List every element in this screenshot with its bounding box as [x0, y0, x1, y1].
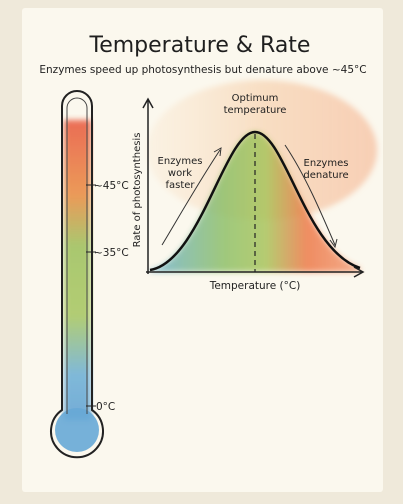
thermometer-inner [66, 97, 88, 414]
thermometer: ~45°C ~35°C 0°C [50, 90, 129, 459]
thermometer-outline [50, 90, 104, 459]
x-axis-label: Temperature (°C) [209, 280, 301, 292]
arrowhead [213, 147, 222, 157]
title: Temperature & Rate [89, 33, 311, 58]
rising-label: work [168, 168, 192, 179]
arrowhead [353, 266, 365, 278]
arrowhead [329, 238, 338, 249]
fall-arrow [284, 144, 336, 246]
temp-label: 0°C [96, 401, 115, 413]
subtitle: Enzymes speed up photosynthesis but dena… [39, 64, 366, 76]
rate-graph: Optimum temperature Enzymes work faster … [132, 80, 377, 292]
temp-label: ~35°C [94, 247, 129, 259]
rise-arrow [161, 149, 221, 246]
rate-curve [149, 130, 361, 272]
thermometer-bulb-fill [55, 408, 99, 452]
y-axis-label: Rate of photosynthesis [132, 133, 143, 248]
rising-label: Enzymes [158, 156, 203, 167]
falling-label: Enzymes [304, 158, 349, 169]
temp-label: ~45°C [94, 180, 129, 192]
arrowhead [142, 97, 154, 109]
falling-label: denature [303, 170, 348, 181]
optimum-label: Optimum [232, 93, 279, 104]
rising-label: faster [165, 180, 195, 191]
optimum-label: temperature [224, 105, 287, 116]
